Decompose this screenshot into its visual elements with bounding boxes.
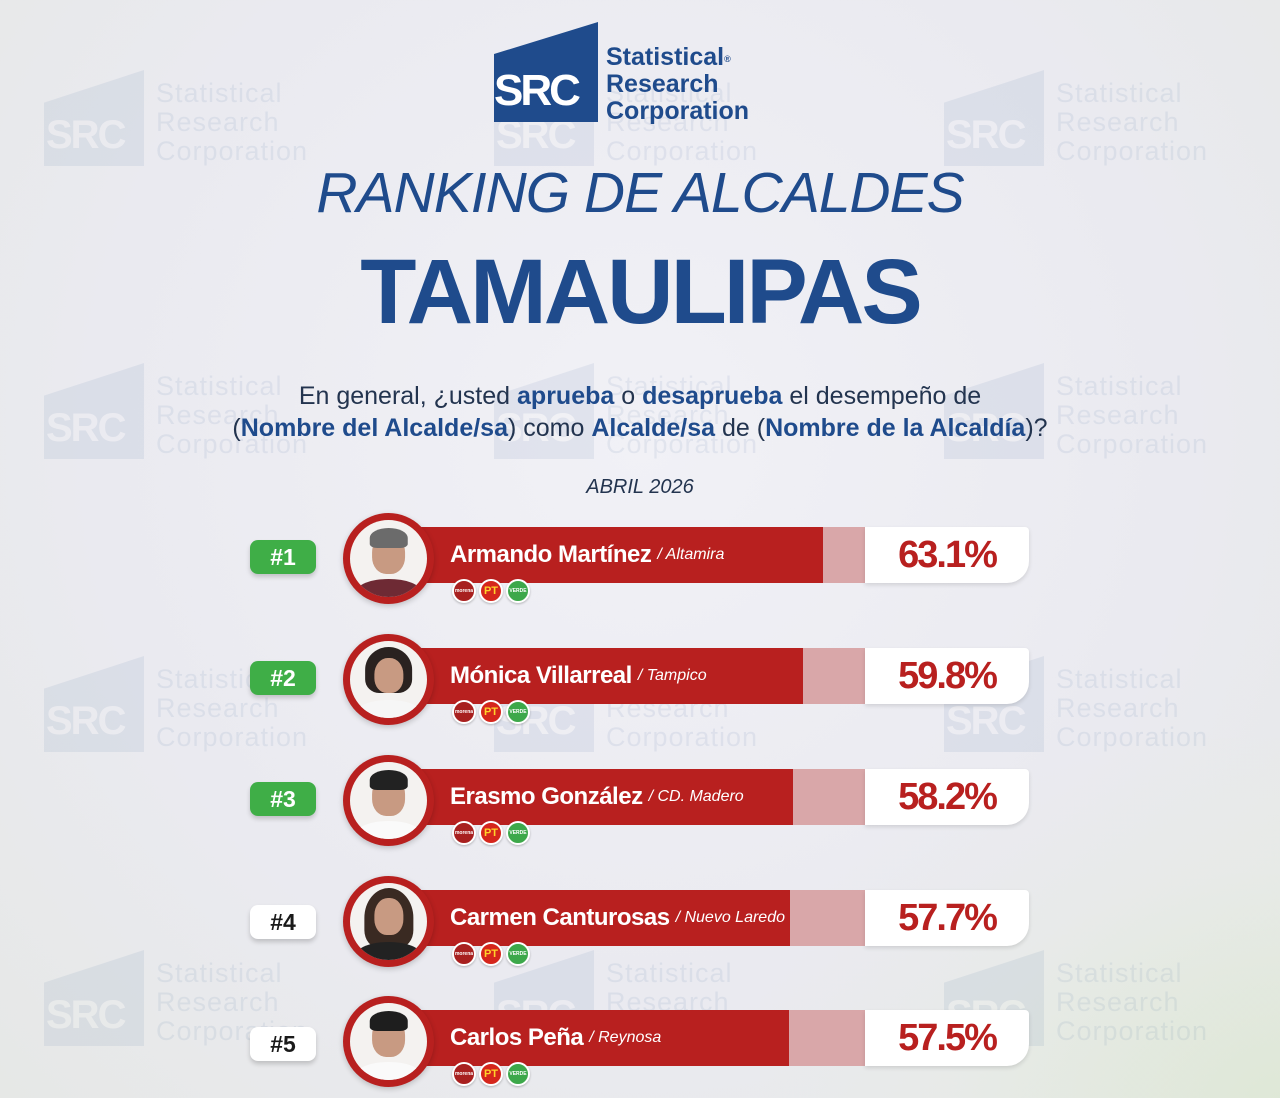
pt-logo-icon: PT <box>479 942 503 966</box>
approval-bar: Carlos Peña / Reynosa <box>420 1010 865 1066</box>
mayor-city: / CD. Madero <box>648 788 744 805</box>
mayor-label: Mónica Villarreal / Tampico <box>450 648 707 704</box>
ranking-row: #1 Armando Martínez / Altamira 63.1% more… <box>0 510 1280 620</box>
verde-logo-icon: VERDE <box>506 942 530 966</box>
mayor-city: / Reynosa <box>589 1029 662 1046</box>
mayor-label: Carlos Peña / Reynosa <box>450 1010 661 1066</box>
morena-logo-icon: morena <box>452 1062 476 1086</box>
party-logos: morena PT VERDE <box>452 821 530 845</box>
verde-logo-icon: VERDE <box>506 1062 530 1086</box>
approval-bar-fill <box>420 648 803 704</box>
pt-logo-icon: PT <box>479 579 503 603</box>
morena-logo-icon: morena <box>452 579 476 603</box>
approval-bar-fill <box>420 527 823 583</box>
approval-bar-fill <box>420 1010 789 1066</box>
rank-badge: #4 <box>250 905 316 939</box>
src-logo-mark: SRC <box>494 22 598 122</box>
mayor-photo <box>343 634 434 725</box>
src-logo-wordmark: Statistical® Research Corporation <box>606 43 750 125</box>
state-title: TAMAULIPAS <box>360 241 922 343</box>
mayor-city: / Altamira <box>657 546 725 563</box>
ranking-row: #4 Carmen Canturosas / Nuevo Laredo 57.7%… <box>0 873 1280 983</box>
mayor-photo <box>343 513 434 604</box>
ranking-row: #5 Carlos Peña / Reynosa 57.5% morena PT … <box>0 993 1280 1098</box>
mayor-label: Armando Martínez / Altamira <box>450 527 724 583</box>
rank-badge: #1 <box>250 540 316 574</box>
ranking-row: #3 Erasmo González / CD. Madero 58.2% mor… <box>0 752 1280 862</box>
verde-logo-icon: VERDE <box>506 821 530 845</box>
mayor-photo <box>343 755 434 846</box>
mayor-name: Armando Martínez <box>450 541 652 568</box>
mayor-name: Carlos Peña <box>450 1024 584 1051</box>
mayor-name: Erasmo González <box>450 783 643 810</box>
mayor-name: Mónica Villarreal <box>450 662 632 689</box>
party-logos: morena PT VERDE <box>452 1062 530 1086</box>
approval-bar: Armando Martínez / Altamira <box>420 527 865 583</box>
morena-logo-icon: morena <box>452 821 476 845</box>
party-logos: morena PT VERDE <box>452 700 530 724</box>
pt-logo-icon: PT <box>479 1062 503 1086</box>
rank-badge: #2 <box>250 661 316 695</box>
pt-logo-icon: PT <box>479 700 503 724</box>
party-logos: morena PT VERDE <box>452 942 530 966</box>
survey-date: ABRIL 2026 <box>586 476 694 498</box>
mayor-photo <box>343 876 434 967</box>
mayor-label: Carmen Canturosas / Nuevo Laredo <box>450 890 785 946</box>
mayor-city: / Nuevo Laredo <box>675 909 785 926</box>
rank-badge: #5 <box>250 1027 316 1061</box>
approval-bar: Erasmo González / CD. Madero <box>420 769 865 825</box>
approval-bar: Mónica Villarreal / Tampico <box>420 648 865 704</box>
verde-logo-icon: VERDE <box>506 579 530 603</box>
src-logo: SRC Statistical® Research Corporation <box>494 22 750 125</box>
verde-logo-icon: VERDE <box>506 700 530 724</box>
morena-logo-icon: morena <box>452 942 476 966</box>
mayor-photo <box>343 996 434 1087</box>
ranking-row: #2 Mónica Villarreal / Tampico 59.8% more… <box>0 631 1280 741</box>
mayor-label: Erasmo González / CD. Madero <box>450 769 744 825</box>
mayor-city: / Tampico <box>637 667 707 684</box>
approval-bar-fill <box>420 890 790 946</box>
party-logos: morena PT VERDE <box>452 579 530 603</box>
rank-badge: #3 <box>250 782 316 816</box>
pt-logo-icon: PT <box>479 821 503 845</box>
morena-logo-icon: morena <box>452 700 476 724</box>
mayor-name: Carmen Canturosas <box>450 904 670 931</box>
approval-bar-fill <box>420 769 793 825</box>
survey-question: En general, ¿usted aprueba o desaprueba … <box>232 382 1048 442</box>
approval-bar: Carmen Canturosas / Nuevo Laredo <box>420 890 865 946</box>
approval-percent: 59.8% <box>865 648 1029 704</box>
page-title: RANKING DE ALCALDES <box>316 161 964 225</box>
approval-percent: 57.5% <box>865 1010 1029 1066</box>
approval-percent: 58.2% <box>865 769 1029 825</box>
approval-percent: 57.7% <box>865 890 1029 946</box>
approval-percent: 63.1% <box>865 527 1029 583</box>
